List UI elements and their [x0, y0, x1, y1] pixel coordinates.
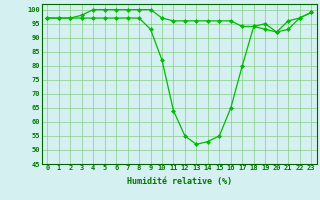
X-axis label: Humidité relative (%): Humidité relative (%): [127, 177, 232, 186]
